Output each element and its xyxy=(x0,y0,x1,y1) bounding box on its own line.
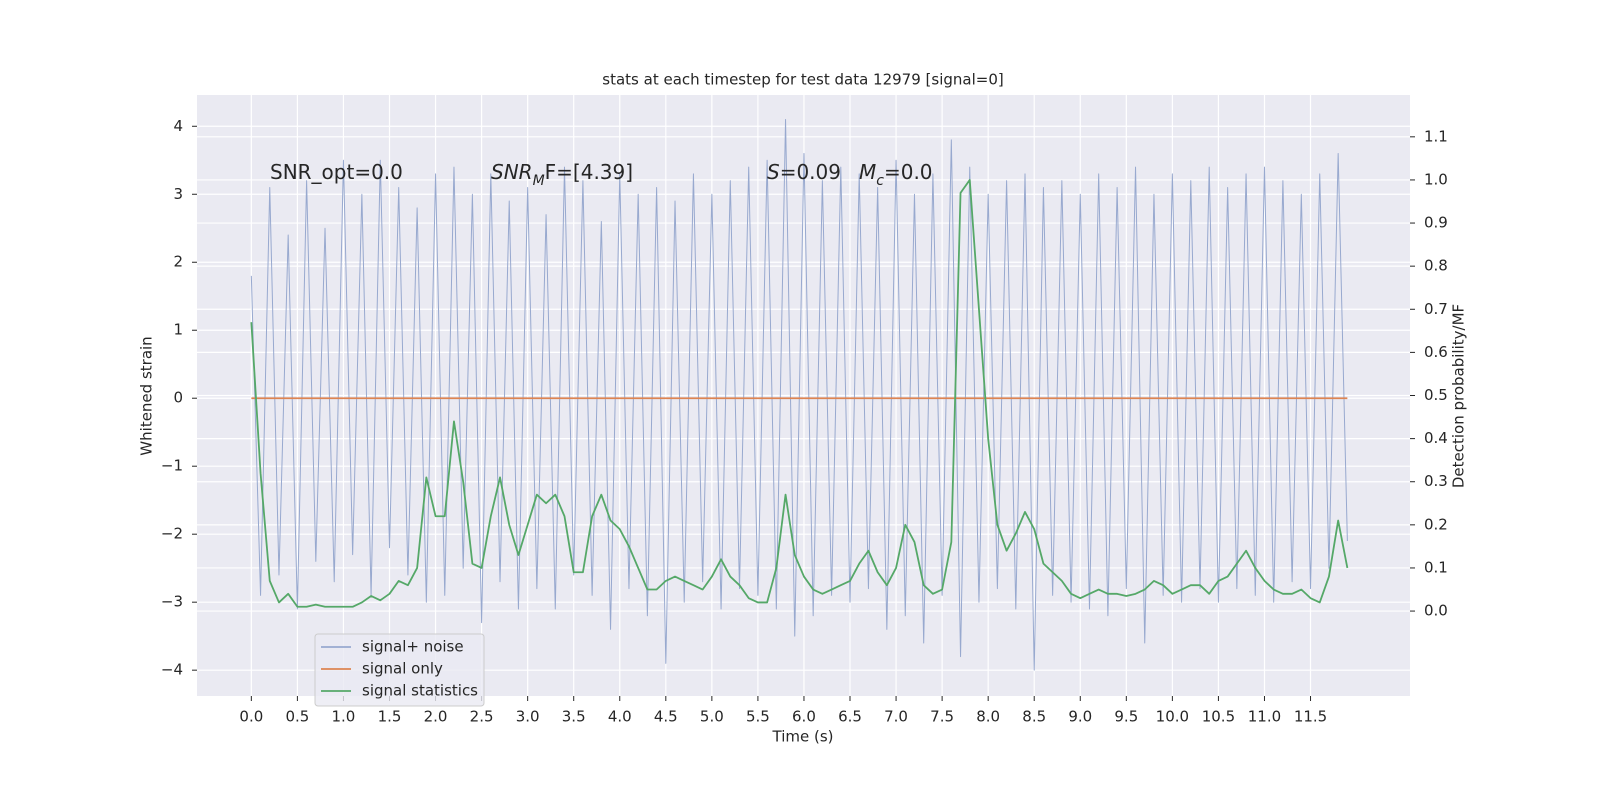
annotation-part: F=[4.39] xyxy=(545,160,633,184)
annotation-part: c xyxy=(876,173,884,189)
x-tick-label: 11.0 xyxy=(1248,708,1281,726)
y-tick-label: 4 xyxy=(173,117,183,135)
x-tick-label: 7.0 xyxy=(884,708,908,726)
x-tick-label: 4.5 xyxy=(654,708,678,726)
x-tick-label: 9.0 xyxy=(1068,708,1092,726)
x-tick-label: 6.0 xyxy=(792,708,816,726)
y2-tick-label: 0.0 xyxy=(1424,602,1448,620)
y-tick-label: −1 xyxy=(161,457,183,475)
annotation-part: M xyxy=(859,160,876,184)
annotation-part: SNR_opt=0.0 xyxy=(270,160,403,184)
annotation-part: =0.0 xyxy=(884,160,933,184)
legend-label: signal only xyxy=(362,660,443,678)
y2-tick-label: 0.7 xyxy=(1424,300,1448,318)
annotation-part: SNR xyxy=(491,160,533,184)
legend: signal+ noise signal only signal statistic… xyxy=(314,633,485,707)
series-line xyxy=(250,118,1348,671)
y-tick-label: 2 xyxy=(173,253,183,271)
x-tick-label: 10.5 xyxy=(1202,708,1235,726)
x-tick-label: 5.5 xyxy=(746,708,770,726)
x-tick-label: 7.5 xyxy=(930,708,954,726)
annotation: S=0.09 xyxy=(767,160,841,184)
x-tick-label: 2.5 xyxy=(470,708,494,726)
y2-axis-label: Detection probability/MF xyxy=(1450,304,1468,488)
legend-box xyxy=(314,633,485,707)
x-tick-label: 11.5 xyxy=(1294,708,1327,726)
annotation: Mc=0.0 xyxy=(859,160,933,190)
x-tick-label: 0.5 xyxy=(285,708,309,726)
annotation: SNR_opt=0.0 xyxy=(270,160,403,184)
x-tick-label: 9.5 xyxy=(1114,708,1138,726)
y2-tick-label: 1.0 xyxy=(1424,170,1448,188)
x-tick-label: 3.0 xyxy=(516,708,540,726)
legend-label: signal+ noise xyxy=(362,638,464,656)
y2-tick-label: 0.2 xyxy=(1424,515,1448,533)
annotation: SNRMF=[4.39] xyxy=(491,160,633,190)
y2-tick-label: 0.1 xyxy=(1424,558,1448,576)
x-tick-label: 3.5 xyxy=(562,708,586,726)
annotation-part: S xyxy=(767,160,780,184)
x-tick-label: 1.0 xyxy=(332,708,356,726)
y2-tick-label: 0.8 xyxy=(1424,257,1448,275)
x-tick-label: 1.5 xyxy=(378,708,402,726)
y-tick-label: −4 xyxy=(161,661,183,679)
y2-tick-label: 0.4 xyxy=(1424,429,1448,447)
y2-tick-label: 0.9 xyxy=(1424,214,1448,232)
y2-tick-label: 0.5 xyxy=(1424,386,1448,404)
y-tick-label: −2 xyxy=(161,525,183,543)
y-tick-label: 1 xyxy=(173,321,183,339)
x-tick-label: 5.0 xyxy=(700,708,724,726)
series-line xyxy=(250,179,1349,608)
x-axis-label: Time (s) xyxy=(772,728,834,746)
annotation-part: M xyxy=(533,173,545,189)
annotation-part: =0.09 xyxy=(780,160,841,184)
chart-title: stats at each timestep for test data 129… xyxy=(602,71,1003,89)
y-tick-label: 3 xyxy=(173,185,183,203)
x-tick-label: 8.0 xyxy=(976,708,1000,726)
legend-label: signal statistics xyxy=(362,682,478,700)
x-tick-label: 0.0 xyxy=(239,708,263,726)
y2-tick-label: 1.1 xyxy=(1424,127,1448,145)
x-tick-label: 6.5 xyxy=(838,708,862,726)
y-tick-label: 0 xyxy=(173,389,183,407)
y2-tick-label: 0.6 xyxy=(1424,343,1448,361)
x-tick-label: 8.5 xyxy=(1022,708,1046,726)
y-axis-label: Whitened strain xyxy=(138,336,156,455)
marks xyxy=(250,118,1349,671)
x-tick-label: 10.0 xyxy=(1156,708,1189,726)
y2-tick-label: 0.3 xyxy=(1424,472,1448,490)
x-tick-label: 2.0 xyxy=(424,708,448,726)
y-tick-label: −3 xyxy=(161,593,183,611)
x-tick-label: 4.0 xyxy=(608,708,632,726)
